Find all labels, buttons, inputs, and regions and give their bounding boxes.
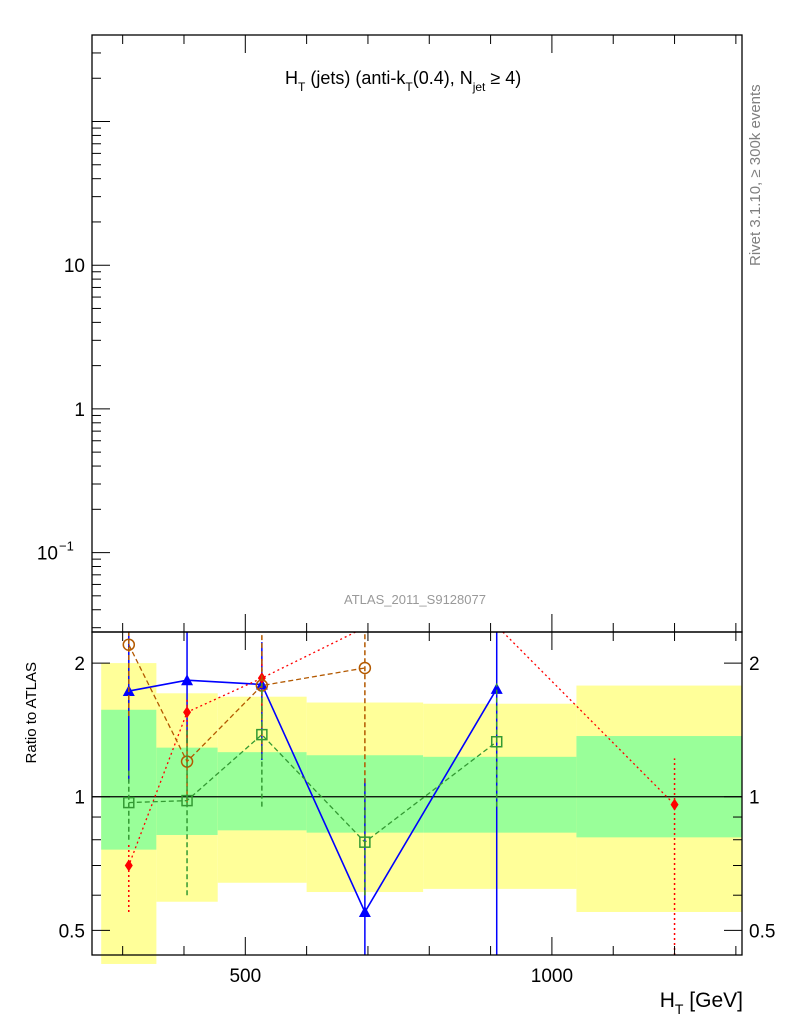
upper-y-tick-label-1: 1 xyxy=(74,400,85,421)
plot-frames xyxy=(91,34,743,956)
series-1-point-0 xyxy=(124,859,133,872)
lower-y-tick-label-left-0: 0.5 xyxy=(59,921,85,942)
series-3-line xyxy=(128,733,498,844)
series-2-point-3 xyxy=(358,661,372,675)
series-clip-group xyxy=(122,632,679,955)
upper-y-tick-label-0: 10 xyxy=(64,256,85,277)
x-tick-label-0: 500 xyxy=(229,966,261,987)
series-3-point-2 xyxy=(256,728,268,741)
lower-frame xyxy=(91,631,743,956)
plot-title: HT (jets) (anti-kT(0.4), Njet ≥ 4) xyxy=(285,68,521,94)
series-0-point-4 xyxy=(490,682,503,694)
series-0-point-1 xyxy=(181,674,194,686)
series-0-point-3 xyxy=(358,905,371,917)
x-axis-label: HT [GeV] xyxy=(660,989,743,1017)
lower-y-tick-label-right-2: 2 xyxy=(749,654,760,675)
series-2-line xyxy=(128,644,365,763)
series-1 xyxy=(124,632,679,955)
series-1-line-b xyxy=(502,632,676,806)
series-1-point-3 xyxy=(670,798,679,811)
inner-band-4 xyxy=(423,756,577,833)
upper-frame xyxy=(91,34,743,633)
series-2-point-0 xyxy=(122,638,136,651)
axis-ticks xyxy=(92,34,742,955)
mc-series xyxy=(122,632,679,955)
lower-y-tick-label-right-0: 0.5 xyxy=(749,921,775,942)
lower-y-tick-label-left-2: 2 xyxy=(74,654,85,675)
series-3-point-4 xyxy=(490,735,503,748)
series-3-point-1 xyxy=(181,794,193,807)
series-3-point-3 xyxy=(359,836,371,848)
upper-y-tick-exp-2: −1 xyxy=(59,539,74,554)
lower-y-tick-label-right-1: 1 xyxy=(749,788,760,809)
upper-y-tick-label-2: 10 xyxy=(37,544,58,565)
lower-y-tick-label-left-1: 1 xyxy=(74,788,85,809)
series-3 xyxy=(123,683,503,896)
analysis-watermark: ATLAS_2011_S9128077 xyxy=(344,592,486,607)
ratio-axis-label: Ratio to ATLAS xyxy=(23,662,40,763)
series-3-point-0 xyxy=(123,796,135,809)
series-1-point-1 xyxy=(183,706,192,719)
inner-band-5 xyxy=(576,736,742,838)
rivet-version-label: Rivet 3.1.10, ≥ 300k events xyxy=(747,84,764,266)
x-tick-label-1: 1000 xyxy=(531,966,573,987)
